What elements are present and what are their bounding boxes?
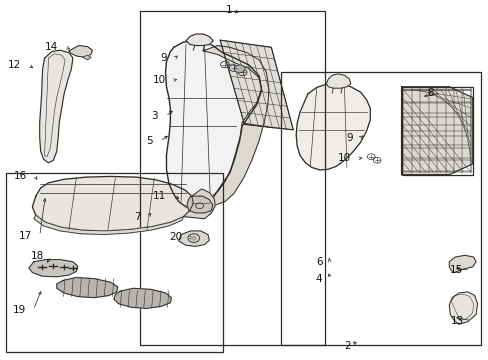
Text: 19: 19 <box>13 305 26 315</box>
Polygon shape <box>69 45 92 57</box>
Polygon shape <box>448 292 477 324</box>
Polygon shape <box>448 255 475 273</box>
Polygon shape <box>220 40 293 130</box>
Polygon shape <box>185 34 213 45</box>
Polygon shape <box>34 215 183 234</box>
Text: 5: 5 <box>146 136 153 146</box>
Polygon shape <box>178 231 209 246</box>
Text: 8: 8 <box>426 88 433 98</box>
Bar <box>140 12 325 345</box>
Text: 11: 11 <box>153 191 166 201</box>
Polygon shape <box>57 278 118 298</box>
Polygon shape <box>401 87 472 175</box>
Polygon shape <box>203 45 268 205</box>
Text: 16: 16 <box>14 171 27 181</box>
Polygon shape <box>296 84 369 170</box>
Text: 14: 14 <box>45 42 58 52</box>
Text: 1: 1 <box>225 5 232 15</box>
Text: 20: 20 <box>169 232 182 242</box>
Text: 12: 12 <box>8 60 21 70</box>
Text: 6: 6 <box>315 257 322 267</box>
Text: 15: 15 <box>449 265 462 275</box>
Circle shape <box>190 236 196 240</box>
Polygon shape <box>326 74 350 88</box>
Text: 3: 3 <box>151 111 158 121</box>
Polygon shape <box>186 196 212 213</box>
Circle shape <box>234 65 244 73</box>
Text: 17: 17 <box>19 231 32 240</box>
Polygon shape <box>183 189 215 219</box>
Polygon shape <box>29 260 78 277</box>
Polygon shape <box>82 55 91 60</box>
Bar <box>281 72 480 345</box>
Polygon shape <box>32 176 193 231</box>
Text: 10: 10 <box>337 153 350 163</box>
Text: 18: 18 <box>30 251 43 261</box>
Text: 13: 13 <box>450 316 463 325</box>
Polygon shape <box>114 288 171 309</box>
Text: 10: 10 <box>152 75 165 85</box>
Bar <box>5 173 222 352</box>
Bar <box>401 87 472 175</box>
Text: 2: 2 <box>344 341 350 351</box>
Polygon shape <box>40 50 73 163</box>
Text: 7: 7 <box>134 212 141 221</box>
Text: 4: 4 <box>315 274 322 284</box>
Text: 9: 9 <box>346 133 352 143</box>
Polygon shape <box>165 42 261 209</box>
Text: 9: 9 <box>161 53 167 63</box>
